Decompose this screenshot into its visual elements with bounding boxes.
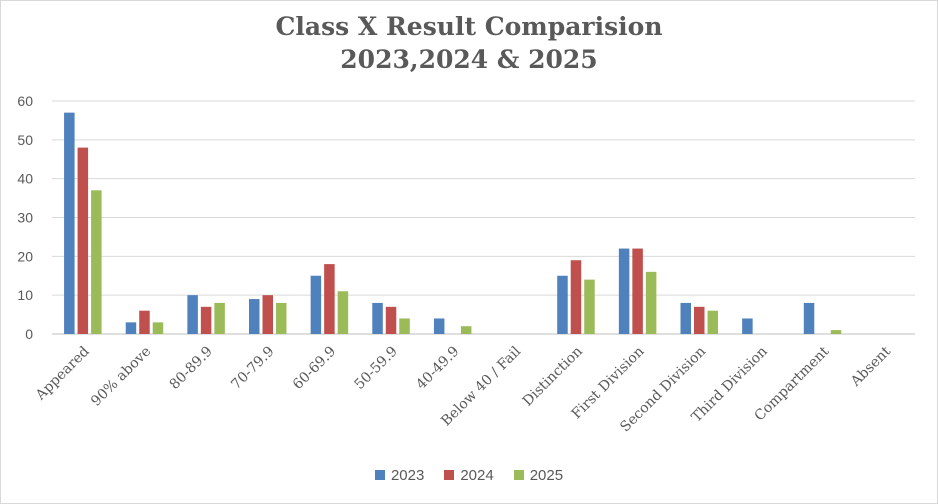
bar-2025 <box>276 302 287 334</box>
bar-2023 <box>372 302 383 334</box>
bar-2024 <box>262 295 273 334</box>
chart-subtitle: 2023,2024 & 2025 <box>340 45 598 74</box>
x-category-label: Appeared <box>32 343 93 404</box>
x-category-label: 40-49.9 <box>413 344 462 393</box>
legend-item: 2023 <box>374 467 425 484</box>
x-category-label: Absent <box>847 343 894 390</box>
bar-2024 <box>632 248 643 334</box>
bar-2025 <box>152 322 164 334</box>
bar-2024 <box>385 306 397 334</box>
y-tick-label: 50 <box>17 132 33 148</box>
legend-swatch <box>374 470 385 480</box>
bar-2025 <box>214 302 225 334</box>
bar-2023 <box>803 302 815 334</box>
bar-2023 <box>433 318 445 334</box>
bars <box>64 112 842 335</box>
legend-label: 2025 <box>529 467 564 484</box>
y-tick-label: 30 <box>17 210 33 226</box>
bar-2023 <box>249 299 260 334</box>
chart-title: Class X Result Comparision <box>275 12 663 41</box>
bar-2025 <box>645 271 657 334</box>
legend-swatch <box>513 470 524 480</box>
bar-2024 <box>200 306 212 334</box>
bar-2025 <box>460 326 472 334</box>
x-category-label: 70-79.9 <box>228 344 277 393</box>
legend-item: 2024 <box>444 467 494 484</box>
bar-2025 <box>707 310 718 334</box>
chart-title-block: Class X Result Comparision 2023,2024 & 2… <box>0 10 938 76</box>
y-axis: 0 10 20 30 40 50 60 <box>17 93 33 342</box>
x-category-label: 50-59.9 <box>352 344 401 393</box>
bar-2024 <box>139 310 150 334</box>
legend-swatch <box>444 470 455 480</box>
x-category-label: 80-89.9 <box>167 344 216 393</box>
bar-2023 <box>742 318 753 334</box>
legend-item: 2025 <box>513 467 564 484</box>
y-tick-label: 0 <box>25 326 33 342</box>
y-tick-label: 60 <box>17 93 33 109</box>
bar-2024 <box>324 264 335 334</box>
bar-2023 <box>310 275 322 334</box>
y-tick-label: 20 <box>17 248 33 264</box>
bar-2025 <box>337 291 349 334</box>
x-category-label: Distinction <box>520 344 586 410</box>
bar-2023 <box>64 112 75 335</box>
bar-2025 <box>399 318 410 334</box>
bar-2023 <box>187 295 198 334</box>
gridlines <box>52 100 915 335</box>
bar-2024 <box>570 260 582 334</box>
bar-2025 <box>584 279 595 334</box>
x-category-label: 90% above <box>88 344 154 410</box>
x-category-label: 60-69.9 <box>290 344 339 393</box>
legend: 2023 2024 2025 <box>0 467 938 484</box>
bar-2024 <box>77 147 89 334</box>
bar-2023 <box>557 275 568 334</box>
legend-label: 2023 <box>390 467 425 484</box>
bar-2023 <box>125 322 137 334</box>
legend-label: 2024 <box>460 467 494 484</box>
bar-2025 <box>830 330 842 334</box>
bar-2023 <box>680 302 691 334</box>
bar-2024 <box>694 306 705 334</box>
bar-2025 <box>91 190 102 334</box>
y-tick-label: 40 <box>17 171 33 187</box>
y-tick-label: 10 <box>17 287 33 303</box>
bar-2023 <box>618 248 630 334</box>
